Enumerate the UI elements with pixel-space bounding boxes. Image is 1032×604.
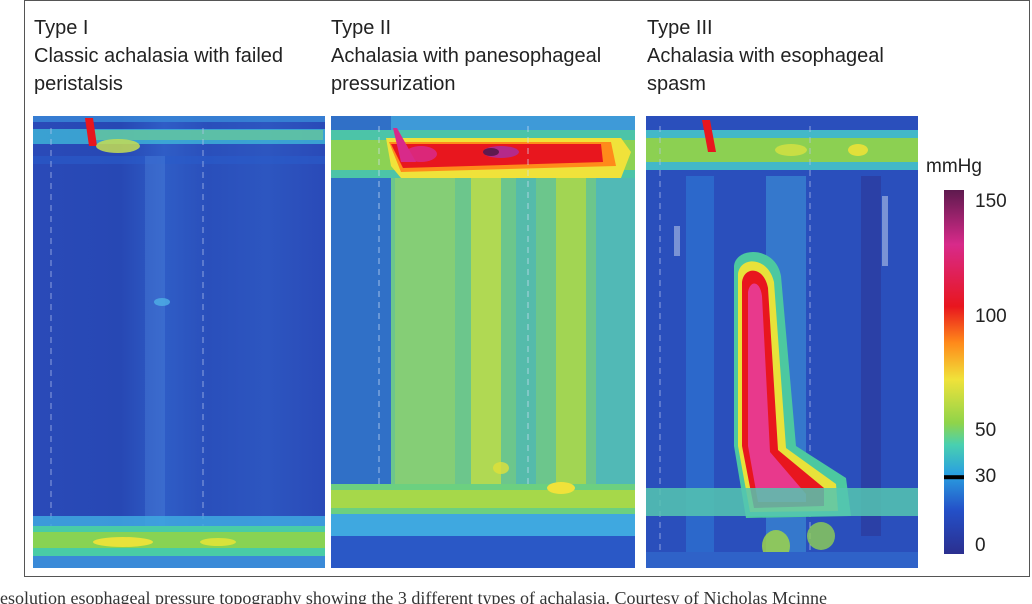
threshold-30-marker — [944, 475, 964, 480]
pressure-topography-1 — [33, 116, 325, 568]
figure-caption: resolution esophageal pressure topograph… — [0, 588, 827, 604]
colorbar-tick-label: 0 — [975, 535, 986, 556]
colorbar-gradient — [944, 190, 964, 554]
panel-type-label: Type III — [647, 17, 713, 39]
topography-plot-type-1 — [33, 116, 325, 568]
colorbar-tick-label: 50 — [975, 420, 997, 442]
swallow-marker — [702, 120, 716, 152]
panel-title-type-3: Type III Achalasia with esophageal spasm — [647, 14, 884, 98]
panel-type-label: Type II — [331, 17, 392, 39]
colorbar-tick-label: 30 — [975, 466, 997, 488]
panel-type-label: Type I — [34, 17, 89, 39]
panel-title-line1: Classic achalasia with failed — [34, 45, 284, 67]
panel-title-line2: peristalsis — [34, 73, 123, 95]
panel-title-type-2: Type II Achalasia with panesophageal pre… — [331, 14, 601, 98]
panel-title-line2: pressurization — [331, 73, 456, 95]
colorbar — [944, 190, 964, 554]
pressure-topography-3 — [646, 116, 918, 568]
panel-title-line1: Achalasia with panesophageal — [331, 45, 602, 67]
panel-title-line1: Achalasia with esophageal — [647, 45, 884, 67]
swallow-marker — [85, 118, 97, 146]
panel-title-line2: spasm — [647, 73, 706, 95]
colorbar-tick-label: 150 — [975, 191, 1007, 212]
plot-background — [33, 116, 325, 568]
colorbar-tick-label: 100 — [975, 305, 1007, 327]
pressure-topography-2 — [331, 116, 635, 568]
topography-plot-type-3 — [646, 116, 918, 568]
topography-plot-type-2 — [331, 116, 635, 568]
colorbar-unit-label: mmHg — [926, 156, 982, 177]
panel-title-type-1: Type I Classic achalasia with failed per… — [34, 14, 283, 98]
